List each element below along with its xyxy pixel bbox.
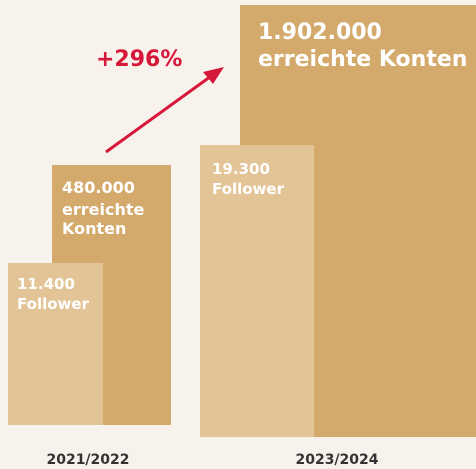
period-label: 2021/2022 (46, 452, 130, 468)
follower-value: 19.300 (212, 160, 270, 178)
arrow-head (203, 67, 224, 84)
reach-name: erreichte Konten (258, 47, 468, 72)
arrow-line (105, 72, 215, 154)
follower-bar (8, 263, 103, 425)
follower-bar (200, 145, 314, 437)
follower-name: Follower (17, 295, 89, 313)
follower-name: Follower (212, 180, 284, 198)
growth-label: +296% (96, 47, 183, 72)
reach-value: 480.000 (62, 178, 135, 197)
reach-value: 1.902.000 (258, 20, 382, 45)
reach-name: erreichte Konten (62, 200, 145, 239)
period-label: 2023/2024 (295, 452, 379, 468)
follower-value: 11.400 (17, 275, 75, 293)
